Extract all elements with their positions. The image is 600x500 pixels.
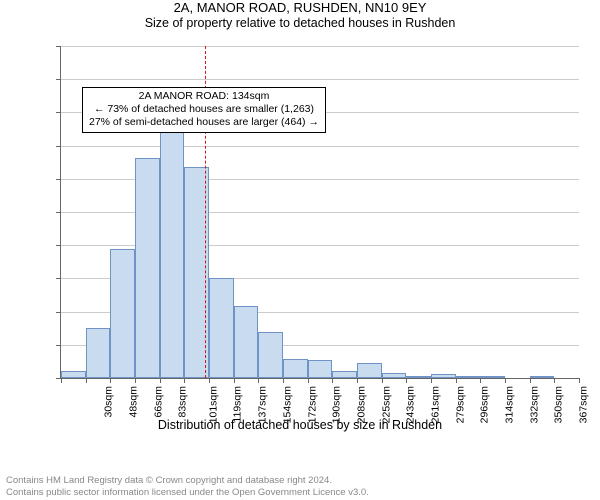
xtick-mark — [86, 378, 87, 383]
histogram-bar — [431, 374, 456, 378]
ytick-mark — [56, 212, 61, 213]
ytick-mark — [56, 179, 61, 180]
histogram-bar — [332, 371, 357, 378]
histogram-bar — [86, 328, 111, 378]
page-title: 2A, MANOR ROAD, RUSHDEN, NN10 9EY — [0, 0, 600, 15]
ytick-mark — [56, 245, 61, 246]
footer-line1: Contains HM Land Registry data © Crown c… — [6, 475, 369, 486]
xtick-mark — [283, 378, 284, 383]
histogram-bar — [308, 360, 333, 378]
ytick-mark — [56, 112, 61, 113]
histogram-bar — [480, 376, 505, 378]
ytick-mark — [56, 146, 61, 147]
xtick-mark — [61, 378, 62, 383]
histogram-bar — [283, 359, 308, 378]
xtick-mark — [579, 378, 580, 383]
xtick-label: 66sqm — [152, 386, 164, 418]
xtick-mark — [234, 378, 235, 383]
xtick-mark — [258, 378, 259, 383]
histogram-bar — [456, 376, 481, 378]
xtick-mark — [480, 378, 481, 383]
annotation-box: 2A MANOR ROAD: 134sqm ← 73% of detached … — [82, 87, 326, 133]
histogram-bar — [258, 332, 283, 378]
ytick-mark — [56, 278, 61, 279]
xtick-label: 83sqm — [177, 386, 189, 418]
annotation-line1: 2A MANOR ROAD: 134sqm — [89, 90, 319, 103]
ytick-mark — [56, 312, 61, 313]
x-axis-label: Distribution of detached houses by size … — [0, 418, 600, 432]
gridline — [61, 146, 579, 147]
histogram-bar — [357, 363, 382, 378]
footer-line2: Contains public sector information licen… — [6, 487, 369, 498]
histogram-bar — [382, 373, 407, 378]
histogram-bar — [209, 278, 234, 378]
histogram-bar — [135, 158, 160, 378]
xtick-label: 30sqm — [103, 386, 115, 418]
xtick-mark — [505, 378, 506, 383]
xtick-mark — [406, 378, 407, 383]
ytick-mark — [56, 345, 61, 346]
histogram-bar — [530, 376, 555, 378]
chart-container: Number of detached properties 30sqm48sqm… — [0, 38, 600, 438]
histogram-bar — [160, 120, 185, 378]
annotation-line3: 27% of semi-detached houses are larger (… — [89, 116, 319, 129]
xtick-mark — [456, 378, 457, 383]
xtick-label: 48sqm — [128, 386, 140, 418]
gridline — [61, 46, 579, 47]
xtick-mark — [160, 378, 161, 383]
xtick-mark — [357, 378, 358, 383]
xtick-mark — [184, 378, 185, 383]
gridline — [61, 79, 579, 80]
histogram-bar — [61, 371, 86, 378]
xtick-mark — [308, 378, 309, 383]
histogram-bar — [234, 306, 259, 378]
xtick-mark — [382, 378, 383, 383]
annotation-line2: ← 73% of detached houses are smaller (1,… — [89, 103, 319, 116]
xtick-mark — [110, 378, 111, 383]
xtick-mark — [530, 378, 531, 383]
ytick-mark — [56, 79, 61, 80]
ytick-mark — [56, 46, 61, 47]
xtick-mark — [332, 378, 333, 383]
xtick-mark — [431, 378, 432, 383]
histogram-bar — [110, 249, 135, 378]
xtick-mark — [554, 378, 555, 383]
xtick-mark — [135, 378, 136, 383]
xtick-mark — [209, 378, 210, 383]
histogram-bar — [406, 376, 431, 378]
page-subtitle: Size of property relative to detached ho… — [0, 16, 600, 30]
footer: Contains HM Land Registry data © Crown c… — [6, 475, 369, 498]
